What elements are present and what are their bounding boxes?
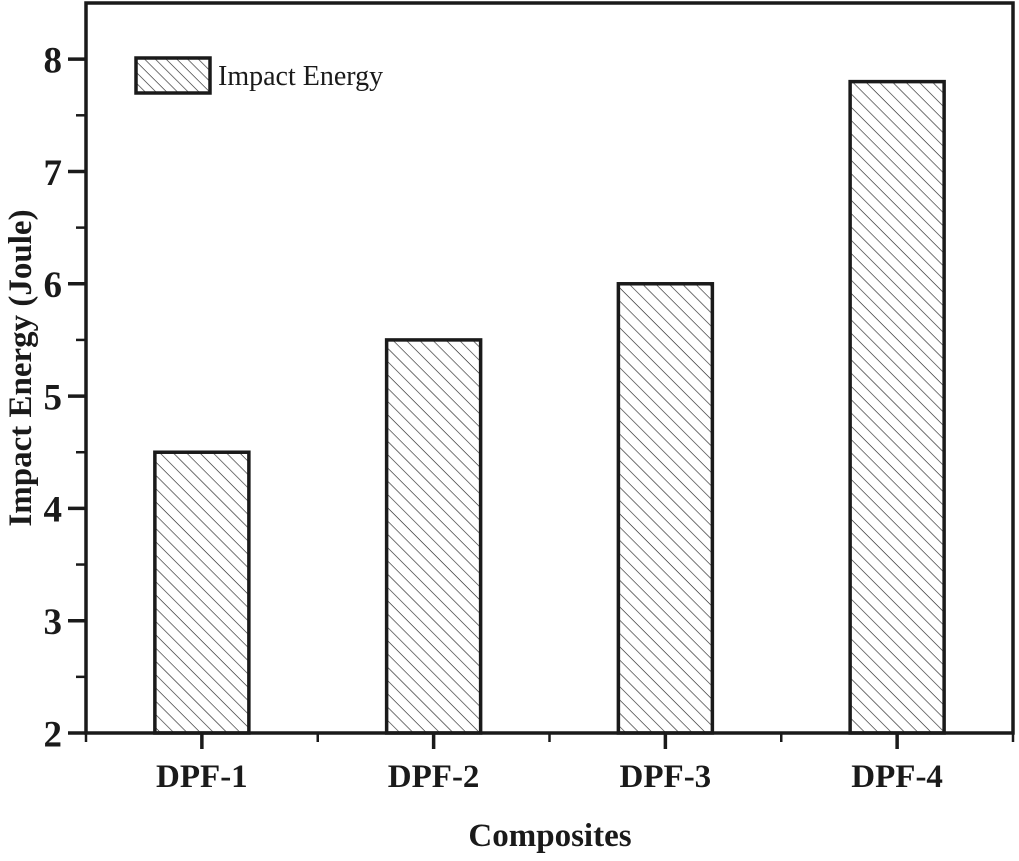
bar-DPF-1 [153, 450, 251, 735]
y-axis-tick-label: 6 [44, 265, 63, 306]
y-axis-tick-label: 2 [44, 714, 63, 755]
y-axis-tick-label: 3 [44, 602, 63, 643]
legend: Impact Energy [134, 56, 383, 95]
x-axis-tick-label: DPF-1 [156, 759, 248, 795]
bars-group [153, 79, 946, 735]
bar-DPF-4 [848, 79, 946, 735]
y-axis-tick-label: 4 [44, 490, 63, 531]
x-axis-tick-label: DPF-2 [388, 759, 480, 795]
legend-label: Impact Energy [218, 61, 383, 92]
y-axis-tick-label: 7 [44, 153, 63, 194]
y-axis-title: Impact Energy (Joule) [3, 209, 39, 526]
x-axis-tick-label: DPF-4 [851, 759, 943, 795]
x-axis-tick-label: DPF-3 [620, 759, 712, 795]
x-axis-title: Composites [468, 818, 631, 854]
legend-swatch-hatch [134, 56, 212, 95]
bar-DPF-3 [616, 282, 715, 735]
bar-DPF-2 [384, 338, 483, 735]
plot-border [84, 1, 1015, 735]
y-axis-tick-label: 5 [44, 377, 63, 418]
y-axis-tick-label: 8 [44, 40, 63, 81]
